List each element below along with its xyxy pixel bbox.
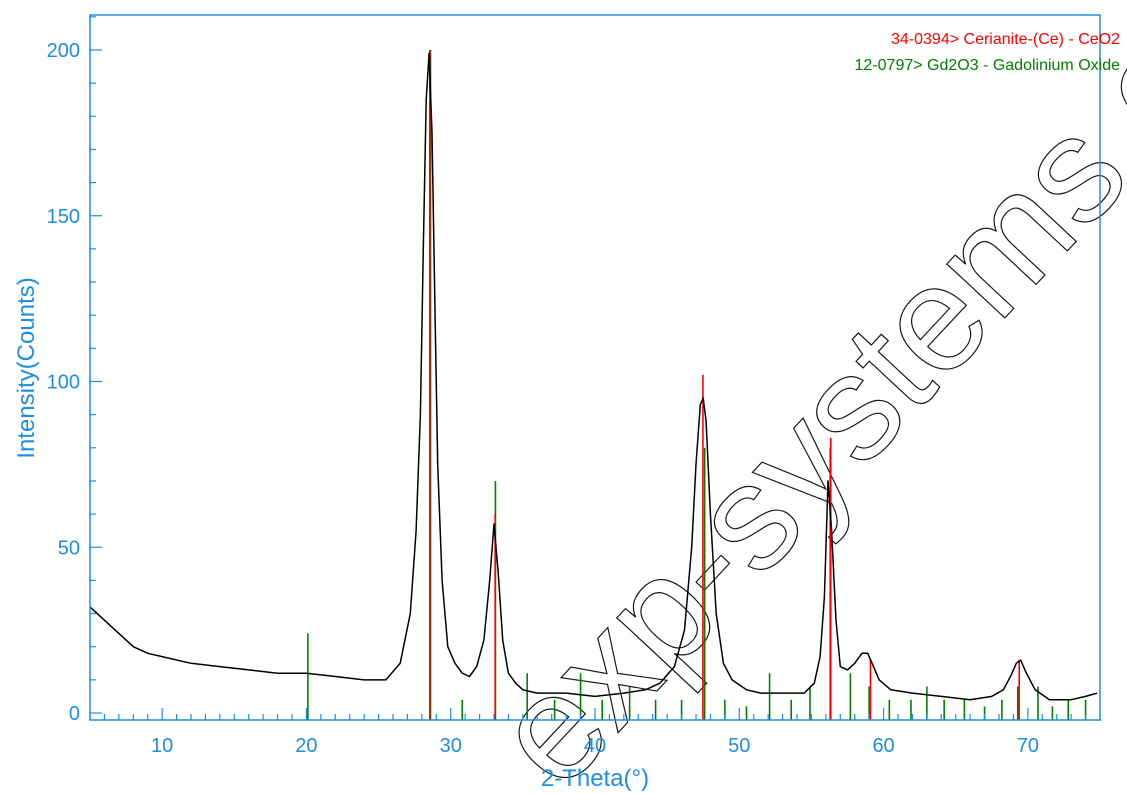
diffraction-pattern — [89, 52, 1098, 701]
y-tick-label-50: 50 — [58, 537, 80, 559]
x-tick-label-50: 50 — [728, 735, 750, 757]
x-tick-label-10: 10 — [151, 735, 173, 757]
pattern-line — [89, 52, 1098, 701]
legend-entry-ceo2: 34-0394> Cerianite-(Ce) - CeO2 — [891, 31, 1120, 48]
y-axis-title: Intensity(Counts) — [13, 277, 40, 458]
y-tick-label-0: 0 — [69, 703, 80, 725]
y-tick-label-150: 150 — [47, 206, 80, 228]
ceo2-reference-peaks — [428, 50, 1021, 720]
x-tick-label-30: 30 — [440, 735, 462, 757]
y-tick-label-100: 100 — [47, 372, 80, 394]
x-axis-title: 2-Theta(°) — [541, 765, 649, 792]
x-tick-label-70: 70 — [1017, 735, 1039, 757]
x-tick-label-20: 20 — [295, 735, 317, 757]
x-axis: 10 20 30 40 50 60 70 — [89, 708, 1101, 757]
x-tick-label-40: 40 — [584, 735, 606, 757]
legend-entry-gd2o3: 12-0797> Gd2O3 - Gadolinium Oxide — [855, 57, 1121, 74]
y-axis: 0 50 100 150 200 — [47, 16, 102, 725]
y-tick-label-200: 200 — [47, 40, 80, 62]
legend: 34-0394> Cerianite-(Ce) - CeO2 12-0797> … — [855, 31, 1121, 74]
x-tick-label-60: 60 — [872, 735, 894, 757]
